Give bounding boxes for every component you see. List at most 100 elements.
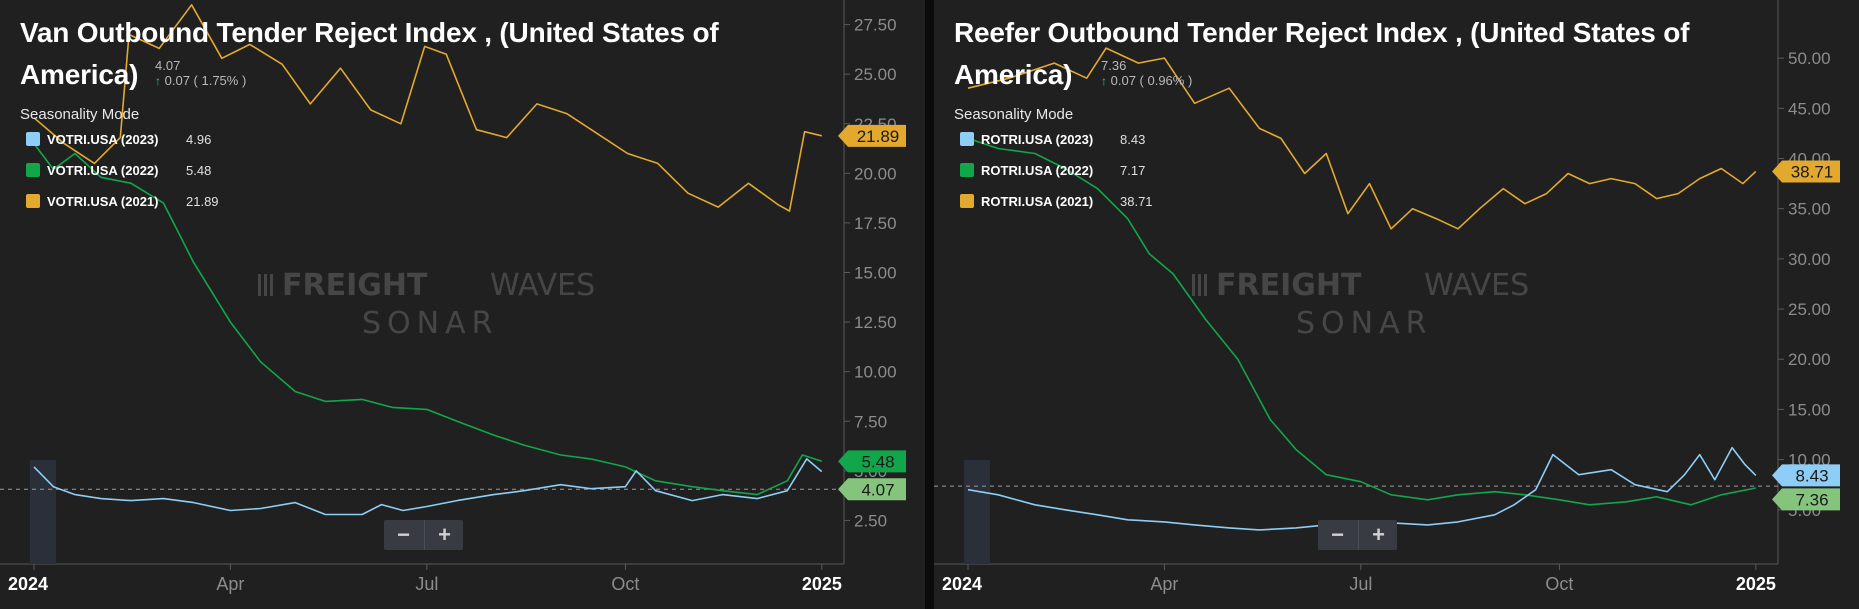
legend-item[interactable]: VOTRI.USA (2021) 21.89: [26, 192, 266, 223]
legend-item[interactable]: ROTRI.USA (2023) 8.43: [960, 130, 1200, 161]
legend-series-value: 7.17: [1120, 163, 1146, 178]
value-badge: 5.48: [838, 450, 906, 473]
watermark-logo-bar: [258, 274, 261, 296]
legend-series-name: ROTRI.USA (2021): [981, 194, 1094, 209]
value-badge: 38.71: [1772, 160, 1840, 183]
value-badge: 8.43: [1772, 464, 1840, 487]
y-tick-label: 10.00: [854, 363, 897, 382]
legend-series-value: 38.71: [1120, 194, 1153, 209]
watermark-product: SONAR: [1296, 306, 1432, 341]
value-badge-label: 8.43: [1795, 466, 1828, 485]
y-tick-label: 25.00: [1788, 300, 1831, 319]
x-tick-label: Oct: [1545, 574, 1573, 594]
legend-series-name: VOTRI.USA (2021): [47, 194, 159, 209]
quote-change: 0.07 ( 0.96% ): [1110, 73, 1193, 88]
value-badge-label: 7.36: [1795, 490, 1828, 509]
series-line: [967, 446, 1757, 531]
reefer-otri-chart-panel: FREIGHTWAVESSONAR5.0010.0015.0020.0025.0…: [934, 0, 1859, 609]
legend-item[interactable]: ROTRI.USA (2021) 38.71: [960, 192, 1200, 223]
value-badge: 7.36: [1772, 488, 1840, 511]
up-arrow-icon: ↑: [1101, 74, 1107, 88]
seasonality-mode-label: Seasonality Mode: [954, 106, 1074, 123]
y-tick-label: 17.50: [854, 214, 897, 233]
zoom-out-button[interactable]: −: [397, 522, 410, 547]
x-tick-label: Apr: [1150, 574, 1178, 594]
x-tick-label: 2025: [1736, 574, 1776, 594]
value-badge-label: 5.48: [861, 452, 894, 471]
seasonality-mode-label: Seasonality Mode: [20, 106, 140, 123]
legend-series-name: VOTRI.USA (2023): [47, 132, 159, 147]
chart-title: Reefer Outbound Tender Reject Index , (U…: [954, 17, 1690, 90]
legend-swatch: [26, 163, 40, 177]
y-tick-label: 20.00: [854, 164, 897, 183]
legend-series-value: 21.89: [186, 194, 219, 209]
watermark-brand-light: WAVES: [1424, 268, 1529, 303]
zoom-controls: − +: [1318, 520, 1397, 550]
watermark-logo-bar: [270, 274, 273, 296]
legend-swatch: [960, 194, 974, 208]
quote-change: 0.07 ( 1.75% ): [164, 73, 247, 88]
x-tick-label: Oct: [611, 574, 639, 594]
x-tick-label: 2024: [942, 574, 982, 594]
series-line: [33, 4, 822, 212]
series-line: [967, 137, 1756, 506]
y-tick-label: 12.50: [854, 313, 897, 332]
x-tick-label: Jul: [415, 574, 438, 594]
legend-series-name: VOTRI.USA (2022): [47, 163, 159, 178]
zoom-out-button[interactable]: −: [1331, 522, 1344, 547]
value-badge-shape: [1772, 488, 1840, 511]
current-quote: 7.36 ↑ 0.07 ( 0.96% ): [1101, 58, 1192, 89]
x-tick-label: 2025: [802, 574, 842, 594]
value-badge-shape: [838, 478, 906, 501]
value-badge: 4.07: [838, 478, 906, 501]
legend-swatch: [960, 163, 974, 177]
series-line: [33, 143, 823, 496]
y-tick-label: 45.00: [1788, 99, 1831, 118]
y-tick-label: 15.00: [1788, 400, 1831, 419]
legend-item[interactable]: VOTRI.USA (2022) 5.48: [26, 161, 266, 192]
period-highlight-band: [964, 460, 990, 564]
watermark-logo-bar: [1192, 274, 1195, 296]
value-badge-label: 38.71: [1791, 162, 1834, 181]
series-line: [33, 458, 823, 516]
watermark-brand-bold: FREIGHT: [1216, 268, 1362, 303]
up-arrow-icon: ↑: [155, 74, 161, 88]
value-badge-label: 4.07: [861, 480, 894, 499]
watermark-brand-light: WAVES: [490, 268, 595, 303]
watermark-logo-bar: [1198, 274, 1201, 296]
x-tick-label: Jul: [1349, 574, 1372, 594]
watermark-brand-bold: FREIGHT: [282, 268, 428, 303]
van-otri-chart-panel: FREIGHTWAVESSONAR2.505.007.5010.0012.501…: [0, 0, 925, 609]
legend-item[interactable]: VOTRI.USA (2023) 4.96: [26, 130, 266, 161]
watermark-logo-bar: [264, 274, 267, 296]
value-badge-shape: [838, 450, 906, 473]
legend-swatch: [26, 194, 40, 208]
legend-item[interactable]: ROTRI.USA (2022) 7.17: [960, 161, 1200, 192]
watermark-product: SONAR: [362, 306, 498, 341]
y-tick-label: 2.50: [854, 511, 887, 530]
y-tick-label: 50.00: [1788, 49, 1831, 68]
y-tick-label: 35.00: [1788, 200, 1831, 219]
y-tick-label: 25.00: [854, 65, 897, 84]
chart-title: Van Outbound Tender Reject Index , (Unit…: [20, 17, 719, 90]
reefer-otri-chart: FREIGHTWAVESSONAR5.0010.0015.0020.0025.0…: [934, 0, 1840, 594]
period-highlight-band: [30, 460, 56, 564]
value-badge-shape: [1772, 464, 1840, 487]
value-badge-shape: [1772, 160, 1840, 183]
legend-series-name: ROTRI.USA (2022): [981, 163, 1094, 178]
series-line: [967, 47, 1757, 230]
quote-price: 7.36: [1101, 58, 1127, 73]
quote-price: 4.07: [155, 58, 181, 73]
value-badge: 21.89: [838, 124, 906, 147]
y-tick-label: 7.50: [854, 412, 887, 431]
legend-series-value: 8.43: [1120, 132, 1146, 147]
zoom-in-button[interactable]: +: [424, 520, 464, 550]
chart-legend: VOTRI.USA (2023) 4.96 VOTRI.USA (2022) 5…: [26, 130, 266, 223]
zoom-in-button[interactable]: +: [1358, 520, 1398, 550]
legend-series-value: 5.48: [186, 163, 212, 178]
current-quote: 4.07 ↑ 0.07 ( 1.75% ): [155, 58, 246, 89]
watermark-logo-bar: [1204, 274, 1207, 296]
x-tick-label: Apr: [216, 574, 244, 594]
